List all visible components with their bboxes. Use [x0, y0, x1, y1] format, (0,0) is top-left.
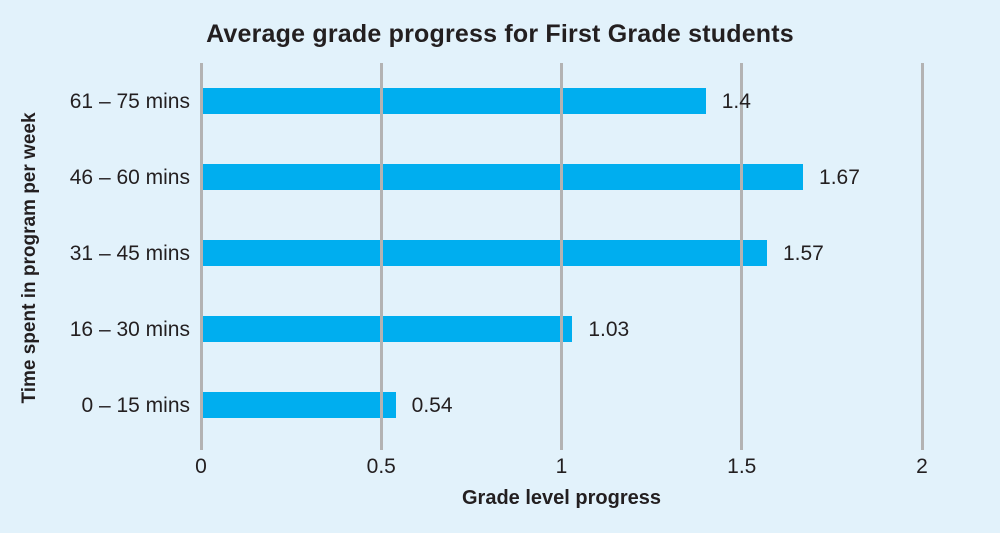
bar-4	[201, 316, 573, 342]
x-tick-label: 1	[555, 455, 568, 478]
gridline-1	[560, 63, 563, 450]
category-label: 0 – 15 mins	[81, 394, 190, 417]
bar-1	[201, 88, 706, 114]
category-label: 31 – 45 mins	[69, 242, 190, 265]
bar-5	[201, 392, 396, 418]
x-tick-label: 2	[916, 455, 928, 478]
value-label: 1.4	[721, 90, 751, 113]
category-label: 46 – 60 mins	[69, 166, 190, 189]
gridline-0	[199, 63, 203, 450]
value-label: 0.54	[411, 394, 453, 417]
chart-title: Average grade progress for First Grade s…	[206, 20, 794, 48]
value-label: 1.03	[588, 318, 630, 341]
value-label: 1.67	[819, 166, 860, 189]
x-tick-label: 1.5	[727, 455, 757, 478]
bar-2	[201, 164, 804, 190]
gridline-1.5	[740, 63, 744, 450]
gridline-2	[920, 63, 924, 450]
bar-3	[201, 240, 767, 266]
category-label: 61 – 75 mins	[69, 90, 190, 113]
plot-area: 1.4 1.67 1.57 1.03 0.54	[199, 63, 924, 450]
x-axis-label: Grade level progress	[462, 487, 661, 509]
value-label: 1.57	[782, 242, 824, 265]
x-tick-label: 0	[195, 455, 207, 478]
x-tick-label: 0.5	[366, 455, 396, 478]
gridline-0.5	[379, 63, 383, 450]
category-label: 16 – 30 mins	[69, 318, 190, 341]
